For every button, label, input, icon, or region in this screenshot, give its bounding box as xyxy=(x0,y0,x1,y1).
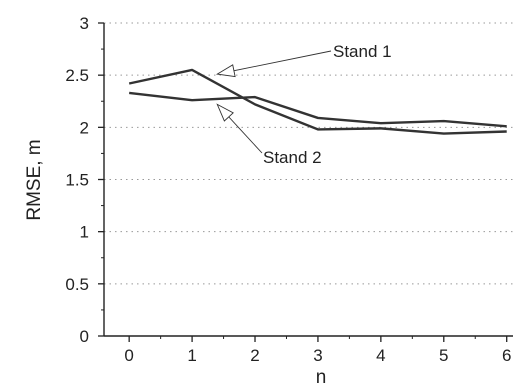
y-tick-label: 1 xyxy=(80,223,89,242)
annotation-label: Stand 1 xyxy=(333,42,392,61)
y-tick-label: 0 xyxy=(80,327,89,346)
x-tick-label: 1 xyxy=(187,346,196,365)
x-tick-label: 5 xyxy=(439,346,448,365)
grid-lines xyxy=(104,22,513,285)
y-tick-label: 2 xyxy=(80,118,89,137)
y-axis-label: RMSE, m xyxy=(24,139,45,220)
x-axis-label: n xyxy=(316,367,327,387)
annotations: Stand 1 Stand 2 xyxy=(215,42,392,167)
x-tick-label: 0 xyxy=(124,346,133,365)
y-tick-label: 3 xyxy=(80,14,89,33)
x-tick-label: 4 xyxy=(376,346,385,365)
annotation-leader xyxy=(217,50,332,75)
annotation-arrowhead xyxy=(215,64,236,78)
series-line-2 xyxy=(129,91,507,128)
x-tick-label: 6 xyxy=(502,346,511,365)
x-tick-label: 2 xyxy=(250,346,259,365)
series-line-1 xyxy=(128,68,507,135)
x-tick-label: 3 xyxy=(313,346,322,365)
y-tick-label: 2.5 xyxy=(65,66,89,85)
annotation-label: Stand 2 xyxy=(263,148,322,167)
ticks: 0 0.5 1 1.5 2 2.5 3 0 1 2 3 4 5 6 xyxy=(65,14,511,365)
y-tick-label: 0.5 xyxy=(65,275,89,294)
annotation-arrowhead xyxy=(216,103,234,122)
y-tick-label: 1.5 xyxy=(65,171,89,190)
series-lines xyxy=(128,68,507,135)
